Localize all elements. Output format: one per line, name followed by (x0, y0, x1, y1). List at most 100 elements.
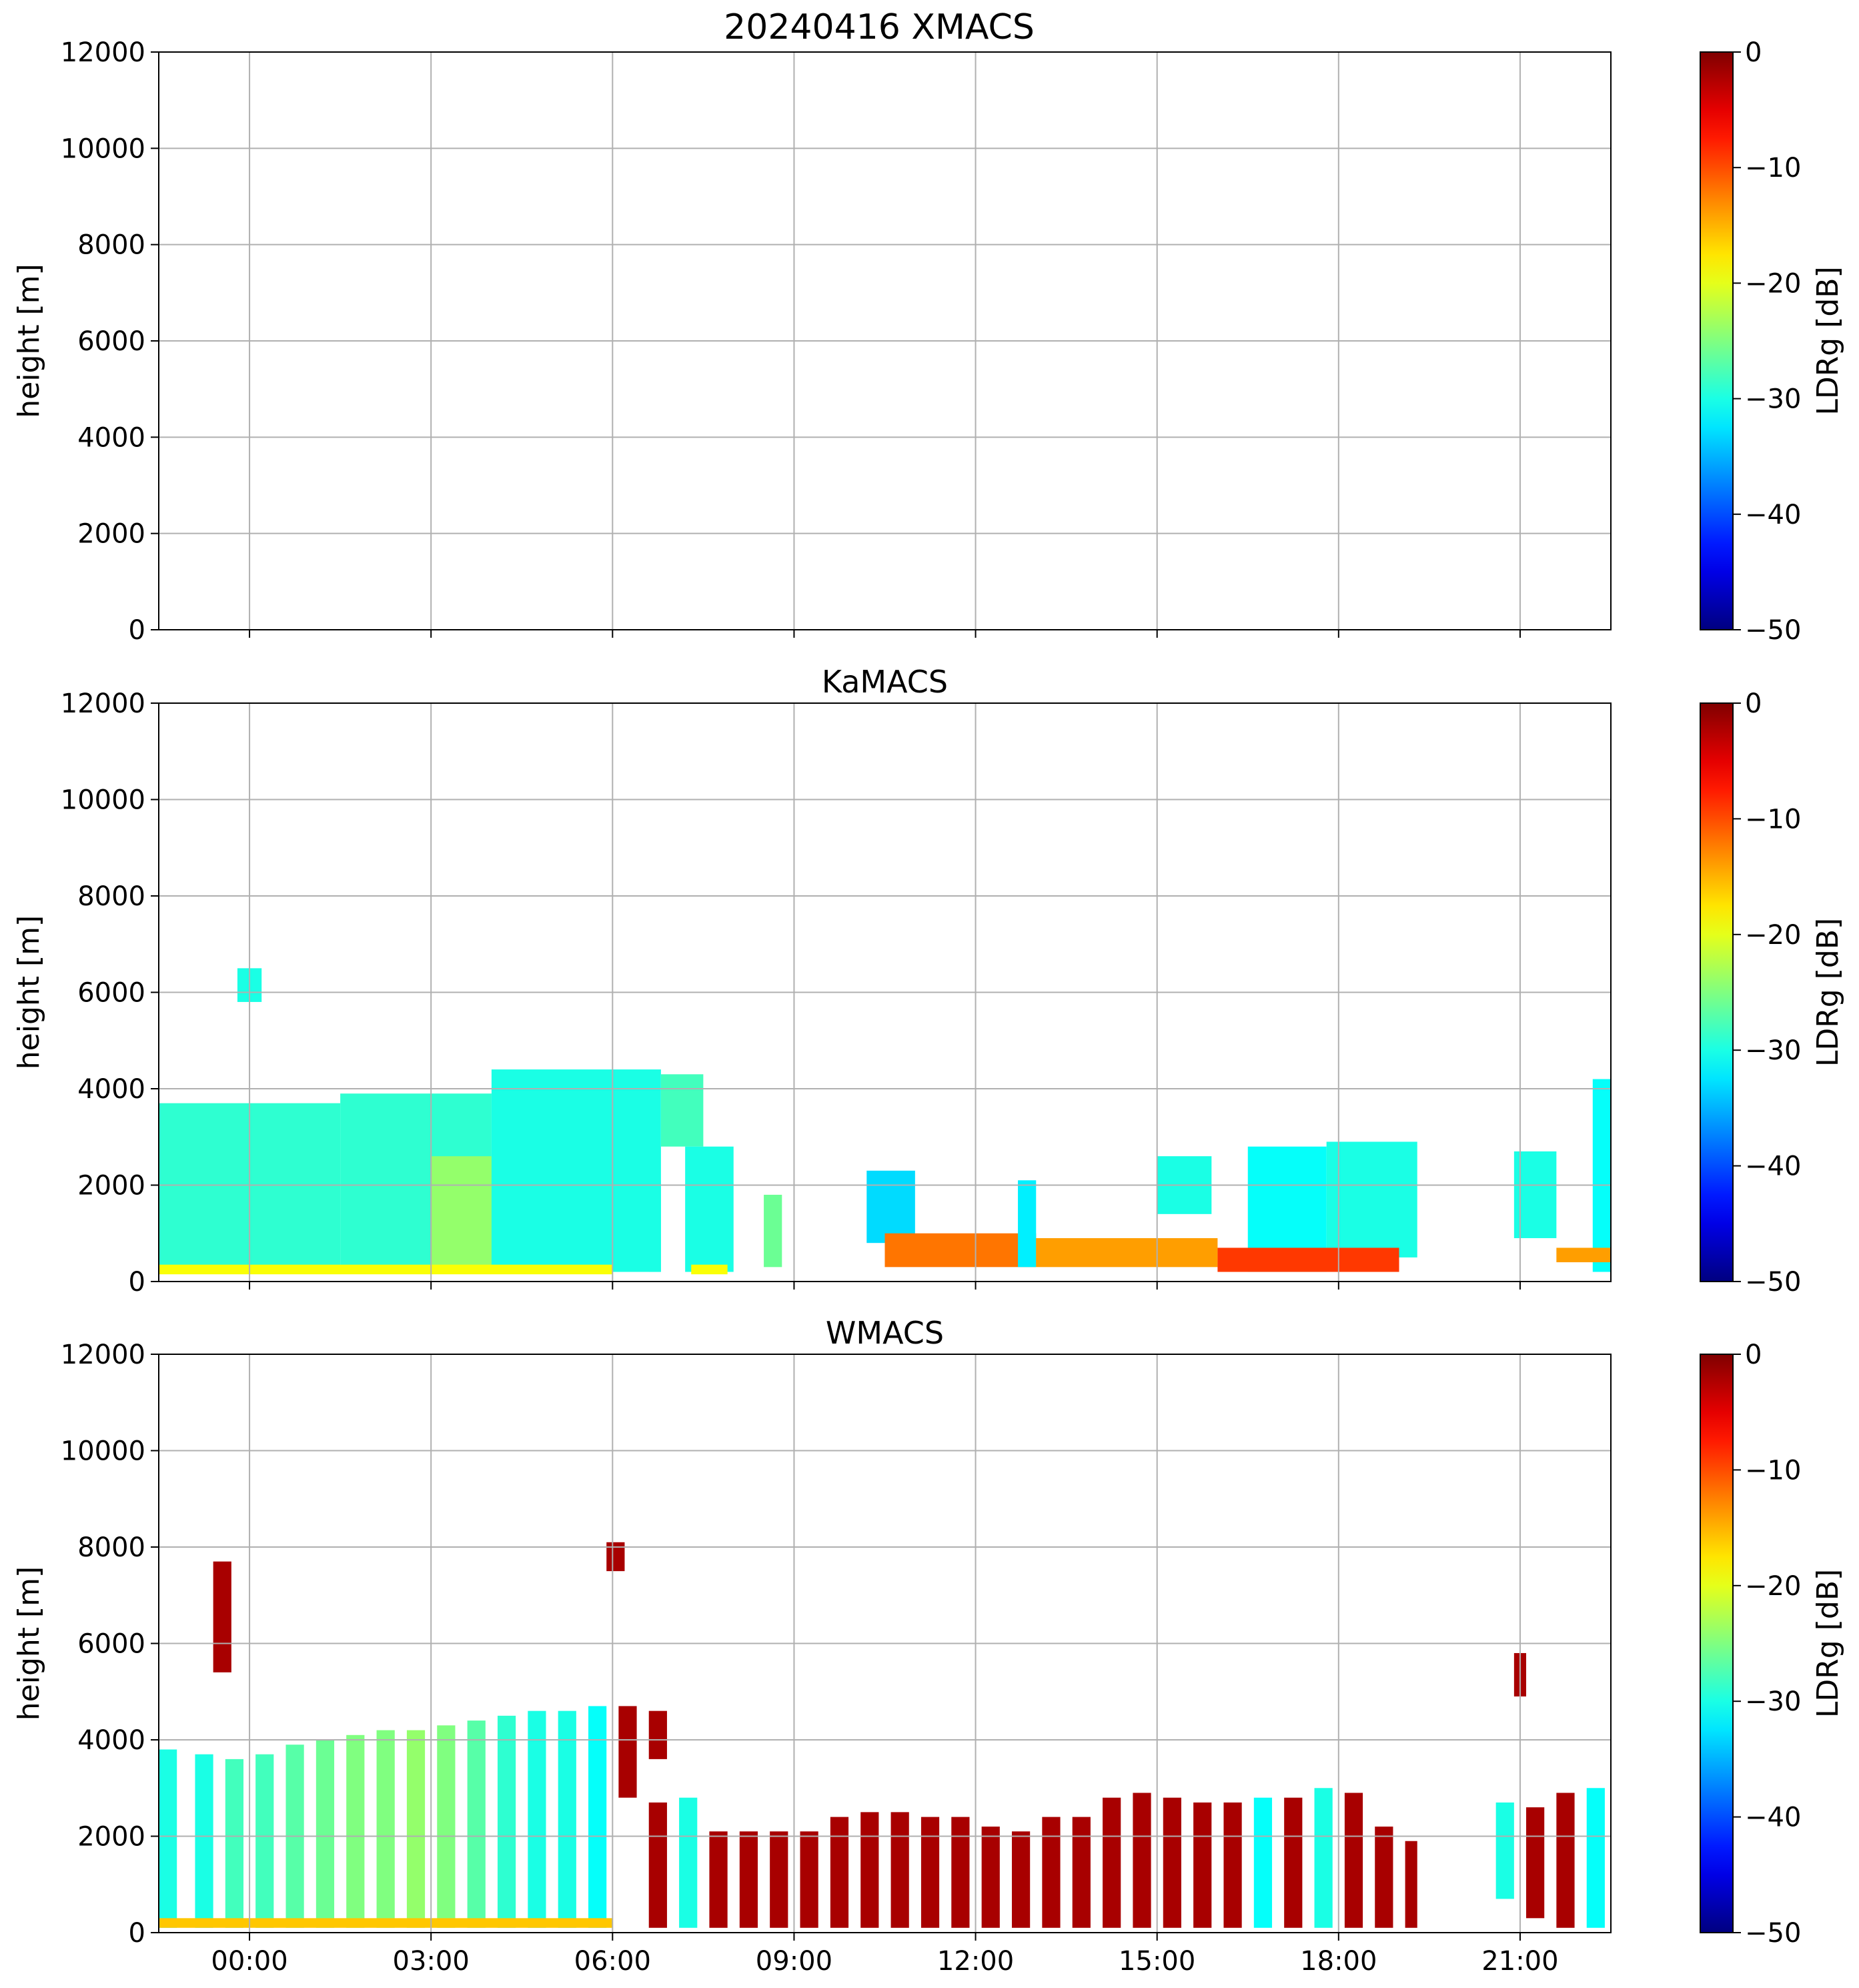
data-region (195, 1754, 213, 1928)
data-region (1133, 1793, 1151, 1928)
data-region (739, 1831, 758, 1928)
data-region (346, 1734, 365, 1928)
colorbar-tick-label: 0 (1745, 37, 1762, 68)
y-tick-label: 12000 (61, 37, 145, 68)
colorbar-tick-label: −10 (1745, 1455, 1801, 1486)
colorbar-tick-label: −40 (1745, 1803, 1801, 1833)
y-tick-label: 8000 (77, 1532, 145, 1563)
colorbar-label: LDRg [dB] (1811, 918, 1845, 1067)
data-region (709, 1831, 728, 1928)
data-region (437, 1725, 456, 1928)
y-tick-label: 2000 (77, 1171, 145, 1201)
colorbar-gradient (1700, 1354, 1734, 1933)
y-tick-label: 12000 (61, 688, 145, 719)
data-region (225, 1759, 243, 1928)
data-region (890, 1812, 909, 1928)
data-region (1253, 1797, 1273, 1928)
data-region (1217, 1248, 1399, 1272)
data-region (1556, 1793, 1575, 1928)
y-tick-label: 4000 (77, 1074, 145, 1105)
colorbar-tick-label: −30 (1745, 1686, 1801, 1717)
data-region (255, 1754, 274, 1928)
colorbar-tick-label: 0 (1745, 688, 1762, 719)
data-region (618, 1706, 637, 1798)
data-region (406, 1730, 426, 1928)
data-region (685, 1146, 734, 1272)
y-tick-label: 6000 (77, 978, 145, 1009)
x-tick-label: 18:00 (1300, 1946, 1377, 1977)
colorbar-tick-label: −20 (1745, 1571, 1801, 1602)
data-region (648, 1710, 667, 1759)
data-region (764, 1194, 782, 1268)
data-region (1072, 1817, 1091, 1928)
data-region (588, 1706, 607, 1928)
y-tick-label: 8000 (77, 881, 145, 912)
data-region (866, 1170, 915, 1244)
colorbar: 0 −10 −20 −30 −40 −50 LDRg [dB] (1700, 1340, 1845, 1949)
x-tick-label: 21:00 (1481, 1946, 1558, 1977)
y-axis-title: height [m] (12, 264, 46, 418)
colorbar-tick-label: −10 (1745, 153, 1801, 183)
data-region (1592, 1079, 1611, 1272)
panel-title: KaMACS (822, 664, 948, 700)
x-tick-label: 09:00 (756, 1946, 832, 1977)
data-region (920, 1817, 940, 1928)
data-region (951, 1817, 970, 1928)
y-tick-label: 0 (129, 1267, 145, 1298)
y-tick-label: 0 (129, 1918, 145, 1949)
colorbar-tick-label: 0 (1745, 1340, 1762, 1370)
y-tick-label: 6000 (77, 326, 145, 357)
colorbar-tick-label: −50 (1745, 615, 1801, 646)
x-tick-label: 06:00 (574, 1946, 651, 1977)
colorbar-tick-label: −50 (1745, 1267, 1801, 1298)
data-region (1018, 1180, 1037, 1268)
data-region (1042, 1817, 1061, 1928)
data-region (884, 1233, 1037, 1268)
data-region (558, 1710, 576, 1928)
y-tick-label: 4000 (77, 1725, 145, 1756)
colorbar-gradient (1700, 51, 1734, 630)
data-region (679, 1797, 698, 1928)
y-tick-label: 10000 (61, 1436, 145, 1467)
y-tick-label: 6000 (77, 1629, 145, 1660)
x-tick-label: 12:00 (937, 1946, 1014, 1977)
y-axis-title: height [m] (12, 1566, 46, 1720)
data-region (1375, 1827, 1393, 1928)
data-region (159, 1918, 613, 1928)
colorbar-tick-label: −20 (1745, 268, 1801, 299)
data-region (1193, 1802, 1212, 1928)
colorbar-tick-label: −30 (1745, 384, 1801, 415)
data-region (1326, 1141, 1417, 1258)
y-tick-label: 10000 (61, 785, 145, 816)
data-region (981, 1827, 1000, 1928)
data-region (1036, 1237, 1218, 1268)
x-tick-label: 15:00 (1119, 1946, 1195, 1977)
data-region (1011, 1831, 1031, 1928)
y-axis-title: height [m] (12, 915, 46, 1069)
data-region (1495, 1802, 1514, 1899)
data-region (648, 1180, 661, 1272)
data-region (648, 1802, 667, 1928)
y-tick-label: 12000 (61, 1340, 145, 1370)
panel-title: WMACS (826, 1315, 944, 1351)
colorbar-label: LDRg [dB] (1811, 266, 1845, 415)
figure-title: 20240416 XMACS (724, 7, 1035, 47)
data-region (691, 1264, 728, 1275)
colorbar-tick-label: −50 (1745, 1918, 1801, 1949)
y-tick-label: 10000 (61, 133, 145, 164)
data-region (1284, 1797, 1303, 1928)
y-tick-label: 8000 (77, 230, 145, 261)
data-region (213, 1561, 231, 1672)
x-tick-label: 03:00 (393, 1946, 470, 1977)
colorbar-gradient (1700, 702, 1734, 1282)
data-region (660, 1074, 704, 1147)
data-region (1344, 1793, 1363, 1928)
colorbar-tick-label: −40 (1745, 1151, 1801, 1182)
data-region (1314, 1788, 1333, 1928)
y-tick-label: 2000 (77, 519, 145, 550)
y-tick-label: 0 (129, 615, 145, 646)
colorbar-tick-label: −10 (1745, 804, 1801, 835)
y-tick-label: 2000 (77, 1822, 145, 1853)
colorbar: 0 −10 −20 −30 −40 −50 LDRg [dB] (1700, 688, 1845, 1298)
